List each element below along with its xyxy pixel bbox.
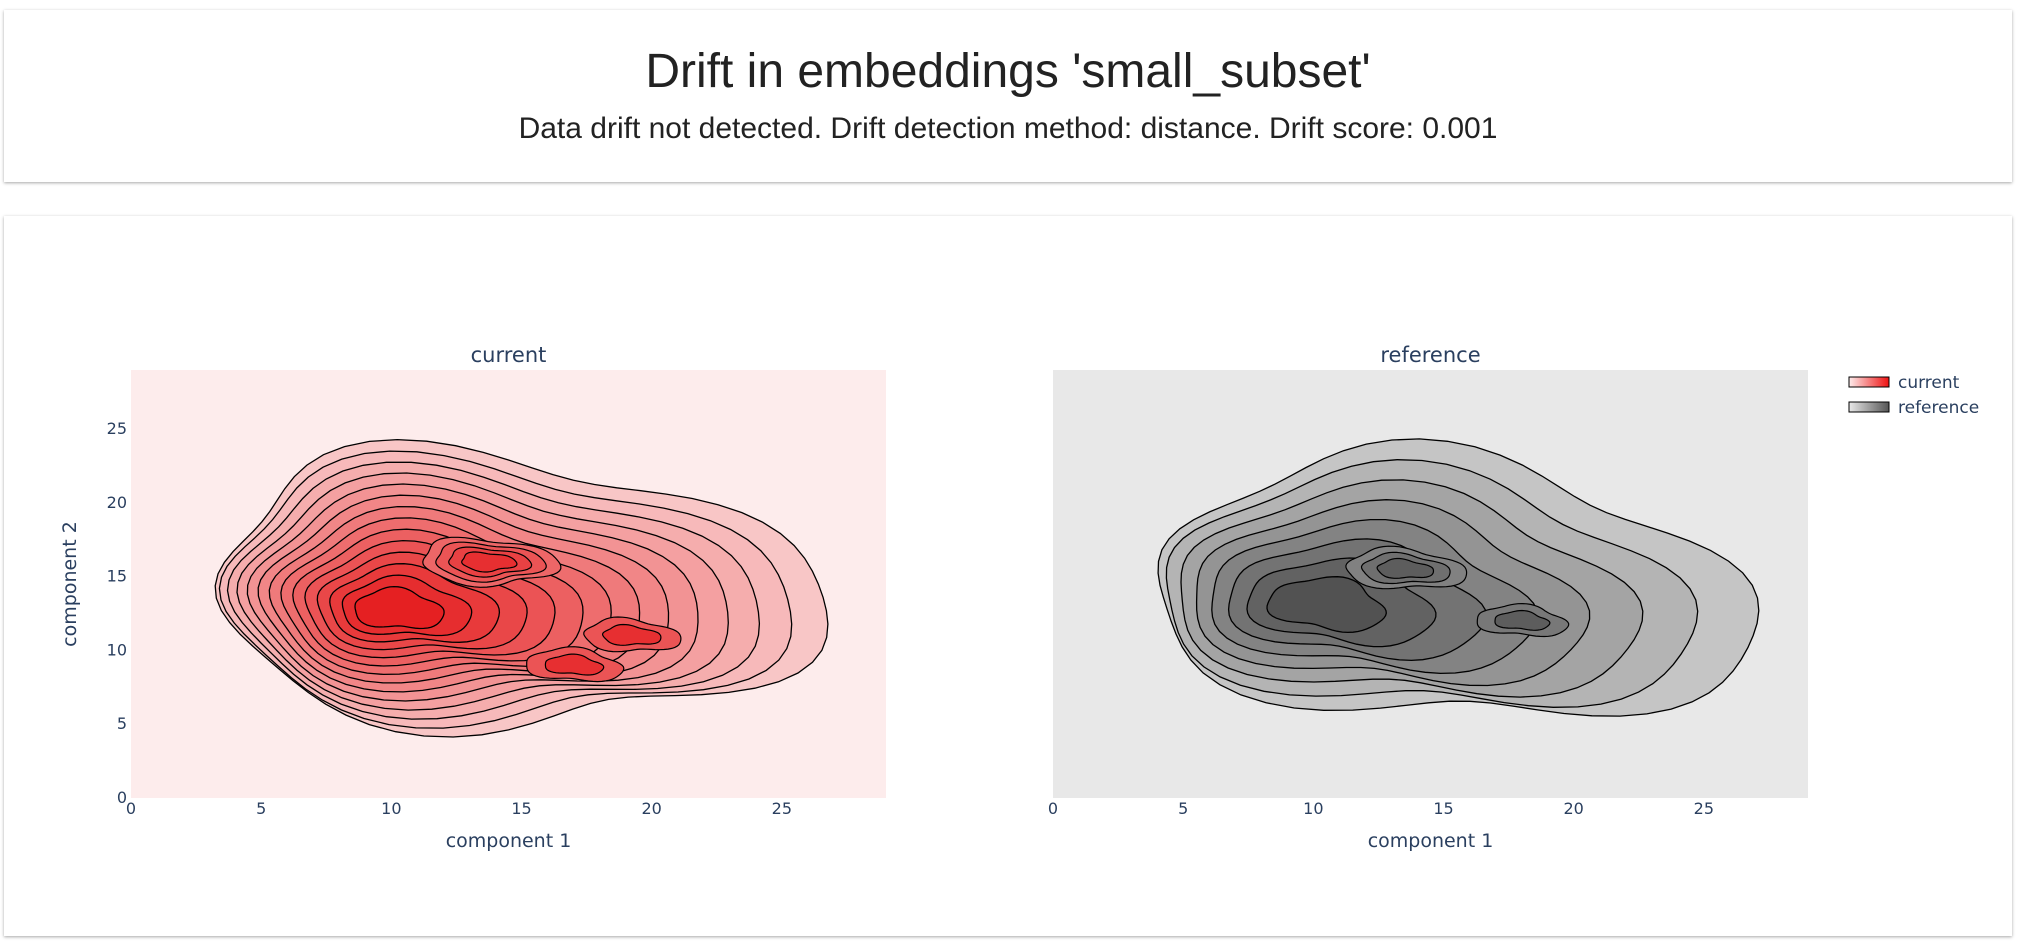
panel-current-y-ticks: 0 5 10 15 20 25 (107, 419, 127, 807)
contour-peak-2-level-3 (1376, 557, 1435, 579)
panel-current-title: current (471, 343, 547, 367)
contour-peak-3-level-2 (602, 623, 662, 646)
x-tick-label: 5 (256, 799, 266, 818)
x-tick-label: 15 (511, 799, 531, 818)
panel-reference-x-axis-label: component 1 (1368, 830, 1494, 852)
legend-label-current: current (1898, 373, 1960, 393)
panel-current-x-axis-label: component 1 (446, 830, 572, 852)
panel-reference-x-ticks: 0 5 10 15 20 25 (1048, 799, 1714, 818)
legend-item-current[interactable]: current (1848, 373, 1960, 393)
legend-swatch-current (1848, 376, 1890, 388)
x-tick-label: 25 (1694, 799, 1714, 818)
x-tick-label: 15 (1433, 799, 1453, 818)
y-tick-label: 0 (117, 788, 127, 807)
y-tick-label: 20 (107, 493, 127, 512)
x-tick-label: 10 (381, 799, 401, 818)
x-tick-label: 0 (1048, 799, 1058, 818)
contour-peak-4-level-2 (544, 653, 605, 676)
x-tick-label: 25 (772, 799, 792, 818)
drift-summary: Data drift not detected. Drift detection… (518, 112, 1498, 145)
page-title: Drift in embeddings 'small_subset' (645, 45, 1371, 98)
panel-reference-title: reference (1380, 343, 1480, 367)
contour-peak-2-level-4 (461, 551, 518, 573)
panel-reference-contours (1157, 438, 1760, 717)
contour-level-8 (1266, 576, 1387, 634)
header-card: Drift in embeddings 'small_subset' Data … (4, 10, 2012, 182)
x-tick-label: 0 (126, 799, 136, 818)
x-tick-label: 20 (1564, 799, 1584, 818)
legend-swatch-reference (1848, 401, 1890, 413)
plot-card: current reference 0 5 10 15 20 25 0 5 10 15 20 25 … (4, 216, 2012, 936)
contour-figure: current reference 0 5 10 15 20 25 0 5 10 15 20 25 … (59, 343, 1979, 852)
x-tick-label: 20 (642, 799, 662, 818)
y-tick-label: 5 (117, 714, 127, 733)
legend-label-reference: reference (1898, 398, 1979, 418)
y-tick-label: 25 (107, 419, 127, 438)
contour-peak-3-level-2 (1494, 609, 1551, 631)
x-tick-label: 5 (1178, 799, 1188, 818)
legend: current reference (1848, 373, 1979, 418)
contour-level-14 (354, 585, 445, 630)
y-tick-label: 10 (107, 640, 127, 659)
x-tick-label: 10 (1303, 799, 1323, 818)
panel-current-contours (214, 438, 829, 738)
y-tick-label: 15 (107, 567, 127, 586)
legend-item-reference[interactable]: reference (1848, 398, 1979, 418)
panel-current-x-ticks: 0 5 10 15 20 25 (126, 799, 792, 818)
y-axis-label: component 2 (59, 521, 81, 647)
